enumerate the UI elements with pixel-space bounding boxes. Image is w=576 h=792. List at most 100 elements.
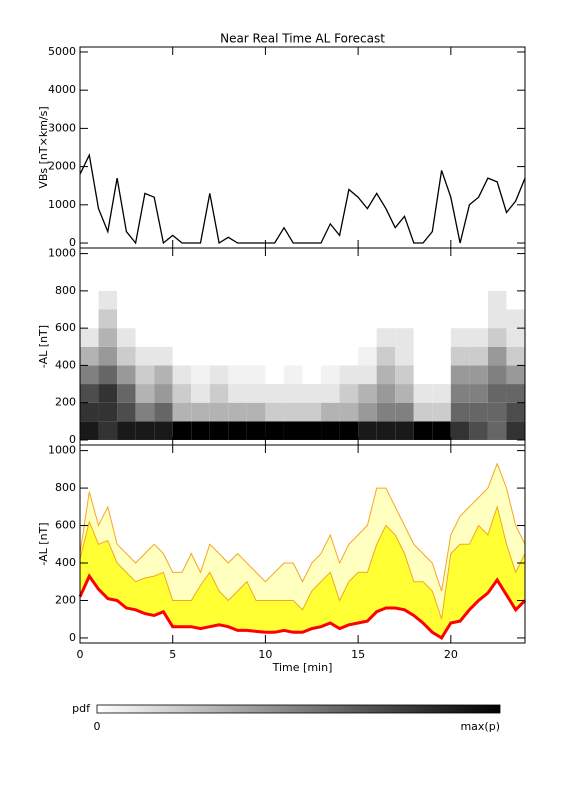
density-cell (302, 328, 322, 347)
density-cell (191, 365, 210, 385)
density-cell (432, 309, 451, 329)
density-cell (376, 384, 396, 403)
colorbar-max: max(p) (460, 720, 500, 733)
density-cell (376, 290, 396, 310)
band-line (79, 505, 526, 620)
density-cell (450, 365, 470, 385)
density-cell (302, 384, 322, 403)
y-tick-label: 600 (55, 321, 76, 334)
density-cell (265, 421, 284, 440)
y-tick-label: 2000 (48, 160, 76, 173)
density-cell (209, 384, 229, 403)
density-cell (395, 290, 414, 310)
density-cell (302, 346, 322, 366)
density-cell (135, 346, 155, 366)
density-cell (98, 421, 118, 440)
density-cell (98, 365, 118, 385)
density-cell (450, 309, 470, 329)
density-cell (228, 365, 247, 385)
y-tick-label: 1000 (48, 247, 76, 260)
density-cell (469, 346, 488, 366)
density-cell (506, 365, 525, 385)
density-cell (450, 402, 470, 422)
density-cell (117, 402, 136, 422)
density-cell (413, 309, 433, 329)
density-cell (432, 421, 451, 440)
density-cell (358, 346, 377, 366)
density-cell (487, 346, 507, 366)
density-cell (395, 421, 414, 440)
density-cell (228, 421, 247, 440)
density-cell (339, 290, 359, 310)
density-cell (413, 402, 433, 422)
density-cell (191, 421, 210, 440)
density-cell (209, 328, 229, 347)
density-cell (135, 309, 155, 329)
x-tick-label: 20 (444, 648, 458, 661)
density-cell (450, 421, 470, 440)
y-tick-label: 4000 (48, 83, 76, 96)
density-cell (376, 346, 396, 366)
density-cell (283, 421, 303, 440)
density-cell (172, 365, 192, 385)
density-cell (358, 328, 377, 347)
y-tick-label: 400 (55, 556, 76, 569)
density-cell (172, 309, 192, 329)
density-cell (283, 346, 303, 366)
density-cell (506, 309, 525, 329)
density-cell (117, 328, 136, 347)
density-cell (302, 290, 322, 310)
density-cell (154, 384, 173, 403)
density-cell (358, 365, 377, 385)
y-axis-label: VBs [nT×km/s] (37, 106, 50, 188)
density-cell (506, 290, 525, 310)
density-cell (321, 309, 340, 329)
density-cell (506, 346, 525, 366)
density-cell (487, 328, 507, 347)
density-cell (506, 421, 525, 440)
density-cell (321, 365, 340, 385)
density-cell (432, 346, 451, 366)
density-cell (432, 365, 451, 385)
density-cell (283, 328, 303, 347)
y-tick-label: 800 (55, 284, 76, 297)
density-cell (506, 328, 525, 347)
density-cell (413, 365, 433, 385)
density-cell (358, 384, 377, 403)
density-cell (469, 309, 488, 329)
density-cell (191, 384, 210, 403)
density-cell (209, 346, 229, 366)
density-cell (228, 346, 247, 366)
y-tick-label: 400 (55, 358, 76, 371)
density-cell (117, 309, 136, 329)
density-cell (506, 384, 525, 403)
density-cell (172, 384, 192, 403)
density-cell (135, 328, 155, 347)
density-cell (469, 421, 488, 440)
density-cell (358, 421, 377, 440)
density-cell (246, 365, 266, 385)
density-cell (246, 384, 266, 403)
density-cell (413, 384, 433, 403)
density-cell (98, 384, 118, 403)
density-cell (376, 402, 396, 422)
density-cell (191, 309, 210, 329)
density-cell (246, 421, 266, 440)
density-cell (98, 402, 118, 422)
density-cell (302, 402, 322, 422)
density-cell (154, 328, 173, 347)
density-cell (191, 328, 210, 347)
colorbar (96, 704, 501, 714)
density-cell (265, 309, 284, 329)
y-tick-label: 1000 (48, 444, 76, 457)
density-cell (339, 309, 359, 329)
density-cell (376, 309, 396, 329)
density-cell (209, 309, 229, 329)
density-cell (98, 309, 118, 329)
density-cell (339, 402, 359, 422)
density-cell (246, 402, 266, 422)
density-cell (80, 421, 99, 440)
density-cell (117, 290, 136, 310)
y-tick-label: 600 (55, 519, 76, 532)
density-cell (321, 384, 340, 403)
